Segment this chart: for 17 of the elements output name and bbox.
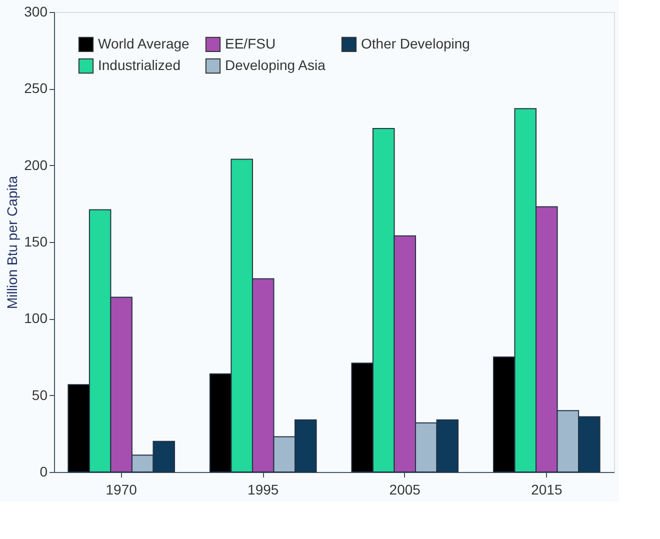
y-tick-label: 250 <box>24 80 48 96</box>
y-tick-label: 300 <box>24 4 48 20</box>
legend-label: EE/FSU <box>225 35 276 52</box>
x-tick-label: 2005 <box>389 482 421 498</box>
y-tick-label: 50 <box>32 386 48 403</box>
x-tick-label: 1995 <box>248 482 279 498</box>
legend-label: Industrialized <box>98 57 180 73</box>
y-axis-title: Million Btu per Capita <box>4 176 20 310</box>
x-tick-label: 2015 <box>531 482 562 498</box>
y-tick-label: 100 <box>24 310 48 326</box>
legend-label: Developing Asia <box>225 57 326 73</box>
y-tick-label: 150 <box>24 234 48 250</box>
x-tick-label: 1970 <box>106 482 138 498</box>
y-tick-label: 200 <box>24 156 48 173</box>
legend-label: Other Developing <box>361 35 470 52</box>
y-tick-label: 0 <box>40 464 48 480</box>
legend-label: World Average <box>98 35 190 52</box>
